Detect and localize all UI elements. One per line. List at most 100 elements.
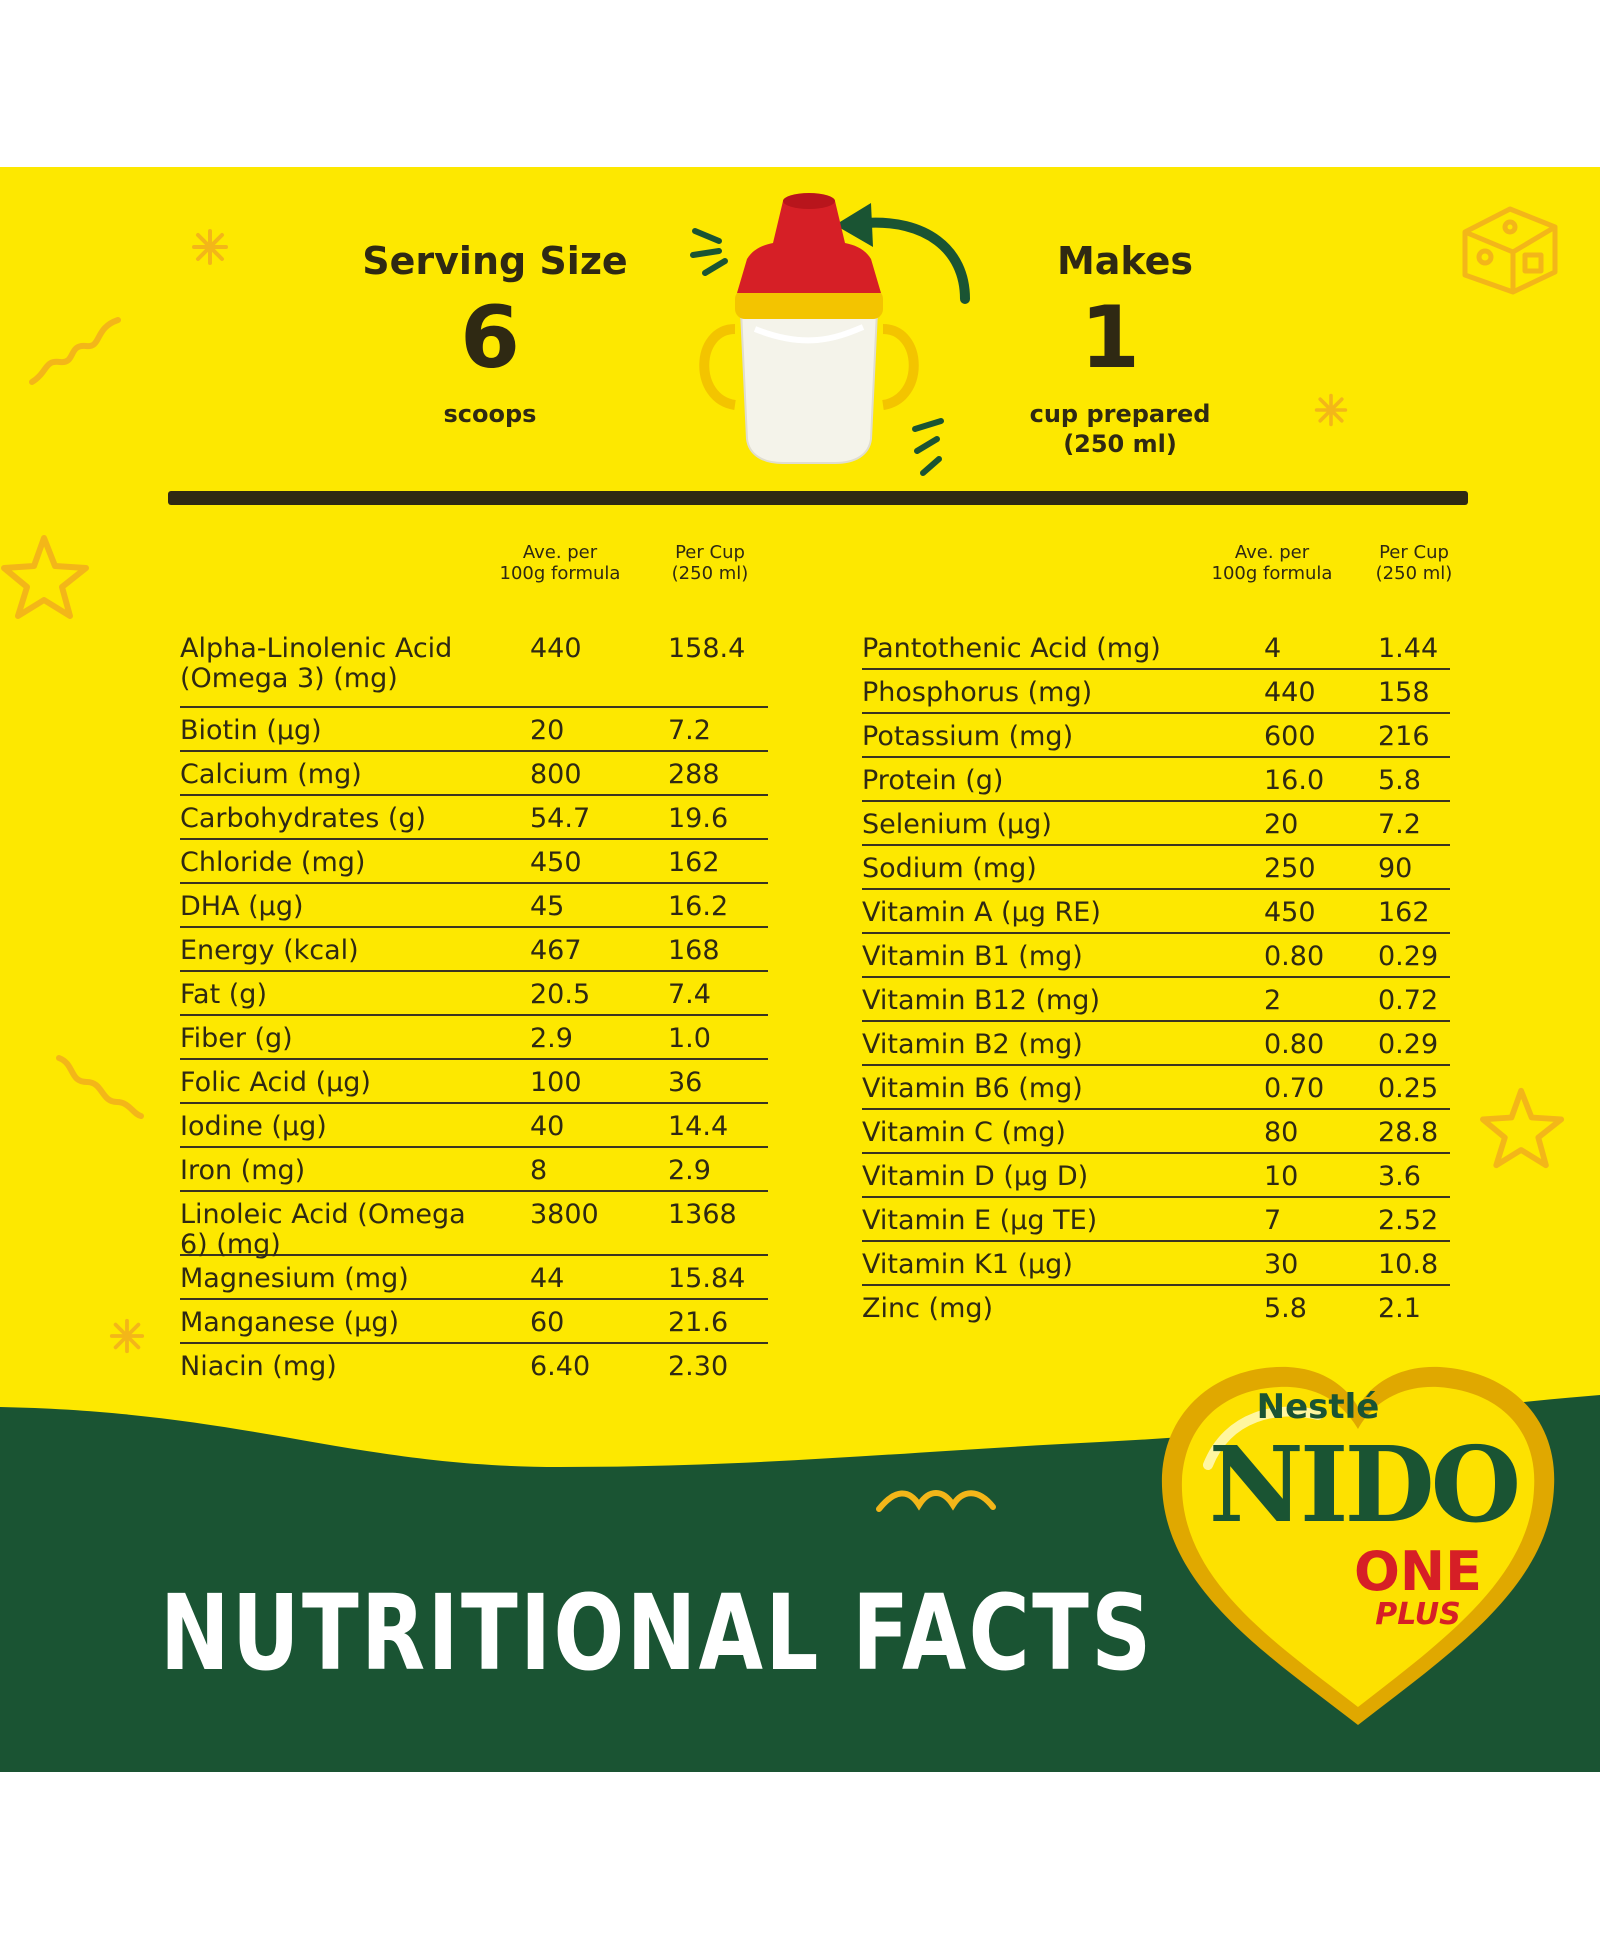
header-divider [168,491,1468,505]
nutrient-row: Vitamin D (µg D) 10 3.6 [862,1152,1450,1198]
nutrient-row: Iodine (µg) 40 14.4 [180,1102,768,1148]
value-per-100g: 0.70 [1264,1073,1325,1104]
nutrient-row: Alpha-Linolenic Acid (Omega 3) (mg) 440 15… [180,624,768,708]
value-per-100g: 5.8 [1264,1293,1307,1324]
nutrient-name: Pantothenic Acid (mg) [862,633,1161,664]
nutrient-name: Alpha-Linolenic Acid (Omega 3) (mg) [180,633,453,694]
nutrient-name: Vitamin K1 (µg) [862,1249,1073,1280]
nutrient-name: Zinc (mg) [862,1293,994,1324]
nutrient-row: Chloride (mg) 450 162 [180,838,768,884]
value-per-cup: 28.8 [1378,1117,1439,1148]
makes-unit-line1: cup prepared [1029,400,1211,428]
value-per-cup: 0.29 [1378,1029,1439,1060]
nutrient-row: Magnesium (mg) 44 15.84 [180,1254,768,1300]
value-per-100g: 800 [530,759,582,790]
nutrient-name: Vitamin B6 (mg) [862,1073,1083,1104]
nutrient-name: Iodine (µg) [180,1111,327,1142]
value-per-100g: 100 [530,1067,582,1098]
nutrient-name: Vitamin D (µg D) [862,1161,1089,1192]
value-per-100g: 30 [1264,1249,1299,1280]
nutrient-row: Vitamin B1 (mg) 0.80 0.29 [862,932,1450,978]
nutrient-name: Carbohydrates (g) [180,803,427,834]
makes-value: 1 [1080,288,1140,388]
sparkle-icon [109,1318,145,1354]
value-per-cup: 158 [1378,677,1430,708]
nutrition-panel: Serving Size 6 scoops Makes 1 cup prepar… [0,167,1600,1772]
value-per-100g: 45 [530,891,565,922]
value-per-cup: 216 [1378,721,1430,752]
value-per-100g: 3800 [530,1199,599,1230]
value-per-100g: 10 [1264,1161,1299,1192]
value-per-cup: 14.4 [668,1111,729,1142]
nutrient-row: Calcium (mg) 800 288 [180,750,768,796]
col-header-per100: Ave. per 100g formula [480,542,640,584]
col-header-percup: Per Cup (250 ml) [640,542,780,584]
dice-icon [1462,206,1558,295]
nutrient-row: Potassium (mg) 600 216 [862,712,1450,758]
value-per-100g: 40 [530,1111,565,1142]
value-per-cup: 7.2 [668,715,711,746]
value-per-100g: 8 [530,1155,548,1186]
value-per-cup: 21.6 [668,1307,729,1338]
nutrient-row: Vitamin B2 (mg) 0.80 0.29 [862,1020,1450,1066]
value-per-100g: 600 [1264,721,1316,752]
nutrient-row: Linoleic Acid (Omega 6) (mg) 3800 1368 [180,1190,768,1260]
value-per-cup: 15.84 [668,1263,746,1294]
value-per-100g: 0.80 [1264,941,1325,972]
value-per-cup: 158.4 [668,633,746,664]
nutrient-name: Iron (mg) [180,1155,306,1186]
value-per-cup: 2.9 [668,1155,711,1186]
nutrient-row: Fat (g) 20.5 7.4 [180,970,768,1016]
nutritional-facts-title: NUTRITIONAL FACTS [160,1572,1154,1694]
value-per-cup: 7.4 [668,979,711,1010]
nutrient-row: Vitamin B12 (mg) 2 0.72 [862,976,1450,1022]
value-per-100g: 440 [1264,677,1316,708]
nutrient-name: Energy (kcal) [180,935,359,966]
value-per-100g: 6.40 [530,1351,591,1382]
nutrient-name: Linoleic Acid (Omega 6) (mg) [180,1199,466,1260]
col-header-per100-line1: Ave. per [522,542,598,563]
nutrient-row: Phosphorus (mg) 440 158 [862,668,1450,714]
value-per-100g: 2.9 [530,1023,573,1054]
nutrient-name: Vitamin C (mg) [862,1117,1066,1148]
nutrient-name: Calcium (mg) [180,759,362,790]
nutrient-row: Energy (kcal) 467 168 [180,926,768,972]
nutrient-row: Selenium (µg) 20 7.2 [862,800,1450,846]
nutrient-row: Folic Acid (µg) 100 36 [180,1058,768,1104]
nutrient-name: Phosphorus (mg) [862,677,1093,708]
col-header-percup-line1: Per Cup [675,542,745,563]
nutrient-name: DHA (µg) [180,891,304,922]
value-per-100g: 7 [1264,1205,1282,1236]
product-nido: NIDO [1208,1423,1522,1546]
nutrient-row: Pantothenic Acid (mg) 4 1.44 [862,624,1450,670]
nutrient-name: Potassium (mg) [862,721,1074,752]
value-per-100g: 2 [1264,985,1282,1016]
nutrient-row: Vitamin C (mg) 80 28.8 [862,1108,1450,1154]
value-per-cup: 162 [1378,897,1430,928]
value-per-cup: 2.52 [1378,1205,1439,1236]
value-per-cup: 288 [668,759,720,790]
nutrient-name: Folic Acid (µg) [180,1067,371,1098]
nutrient-name: Biotin (µg) [180,715,322,746]
value-per-cup: 10.8 [1378,1249,1439,1280]
col-header-per100-line2: 100g formula [499,563,621,584]
nutrient-row: Fiber (g) 2.9 1.0 [180,1014,768,1060]
wave-doodle-icon [876,1490,996,1512]
nutrient-name: Vitamin B12 (mg) [862,985,1100,1016]
heart-badge-icon [1161,1366,1555,1725]
nutrient-table-left: Ave. per 100g formula Per Cup (250 ml) A… [180,542,770,1572]
value-per-100g: 20 [530,715,565,746]
value-per-100g: 54.7 [530,803,591,834]
col-header-per100-line1: Ave. per [1234,542,1310,563]
value-per-cup: 0.72 [1378,985,1439,1016]
brand-nestle: Nestlé [1256,1387,1380,1427]
variant-plus: PLUS [1375,1597,1461,1632]
nutrient-name: Chloride (mg) [180,847,366,878]
nutrient-row: Vitamin K1 (µg) 30 10.8 [862,1240,1450,1286]
value-per-cup: 16.2 [668,891,729,922]
nutrient-name: Sodium (mg) [862,853,1037,884]
nutrient-name: Vitamin B2 (mg) [862,1029,1083,1060]
value-per-cup: 1368 [668,1199,737,1230]
sparkle-icon [1314,393,1348,427]
nutrient-table-right: Ave. per 100g formula Per Cup (250 ml) P… [862,542,1452,1572]
